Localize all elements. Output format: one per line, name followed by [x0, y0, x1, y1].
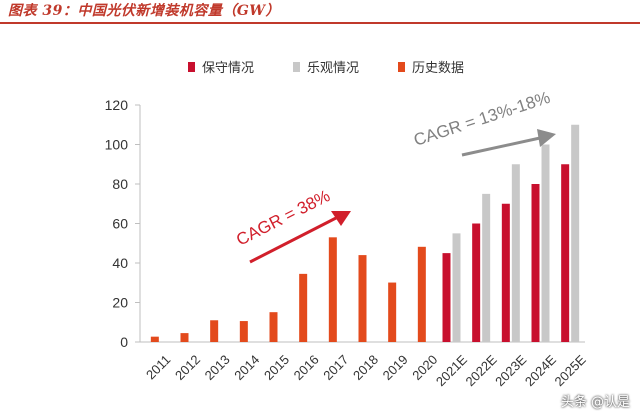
- x-tick-label: 2023E: [492, 352, 529, 389]
- y-tick-label: 120: [105, 97, 129, 113]
- legend-label-history: 历史数据: [412, 61, 464, 76]
- x-axis: 2011201220132014201520162017201820192020…: [140, 341, 589, 389]
- bars: [150, 124, 580, 342]
- x-tick-label: 2021E: [433, 352, 470, 389]
- y-tick-label: 20: [112, 295, 128, 311]
- legend-swatch-optimistic: [293, 62, 300, 72]
- x-tick-label: 2013: [202, 352, 233, 383]
- bar-optimistic-2024E: [541, 144, 550, 342]
- cagr-arrow-gray-head: [537, 129, 556, 147]
- bar-conservative-2021E: [442, 253, 451, 342]
- bar-optimistic-2023E: [511, 164, 520, 342]
- legend-swatch-history: [398, 62, 405, 72]
- y-tick-label: 60: [112, 216, 128, 232]
- cagr-arrow-red-line: [249, 216, 337, 264]
- y-tick-label: 80: [112, 176, 128, 192]
- legend-swatch-conservative: [188, 62, 195, 72]
- bar-conservative-2025E: [561, 164, 570, 342]
- bar-history-2015: [269, 312, 278, 342]
- x-tick-label: 2014: [231, 352, 262, 383]
- bar-optimistic-2025E: [571, 124, 580, 342]
- bar-history-2011: [150, 336, 159, 342]
- figure-title: 图表 39：中国光伏新增装机容量（GW）: [8, 3, 281, 19]
- bar-optimistic-2021E: [452, 233, 461, 342]
- x-tick-label: 2011: [143, 352, 173, 382]
- bar-history-2020: [417, 246, 426, 342]
- x-tick-label: 2019: [380, 352, 411, 383]
- cagr-arrow-gray-line: [461, 136, 541, 157]
- bar-history-2014: [239, 321, 248, 342]
- x-tick-label: 2015: [261, 352, 292, 383]
- y-axis: 0 20 40 60 80 100 120: [105, 97, 141, 350]
- cagr-arrow-red-head: [331, 211, 351, 226]
- bar-conservative-2024E: [531, 184, 540, 342]
- bar-history-2019: [388, 282, 397, 342]
- legend-label-conservative: 保守情况: [202, 61, 254, 76]
- x-tick-label: 2018: [350, 352, 381, 383]
- bar-history-2018: [358, 255, 367, 342]
- bar-conservative-2022E: [472, 223, 481, 342]
- bar-history-2012: [180, 333, 189, 342]
- bar-history-2016: [299, 273, 308, 342]
- y-tick-label: 40: [112, 255, 128, 271]
- title-rule: [0, 22, 640, 24]
- x-tick-label: 2025E: [552, 352, 589, 389]
- x-tick-label: 2016: [291, 352, 322, 383]
- bar-history-2017: [328, 237, 337, 342]
- x-tick-label: 2022E: [463, 352, 500, 389]
- x-tick-label: 2017: [320, 352, 351, 383]
- y-tick-label: 0: [120, 334, 128, 350]
- y-tick-label: 100: [105, 137, 129, 153]
- cagr-label-history: CAGR = 38%: [233, 186, 333, 249]
- legend-label-optimistic: 乐观情况: [307, 61, 359, 76]
- bar-history-2013: [210, 320, 219, 342]
- x-tick-label: 2012: [172, 352, 203, 383]
- watermark: 头条 @认是: [560, 395, 630, 410]
- chart-legend: 保守情况 乐观情况 历史数据: [188, 61, 464, 76]
- bar-optimistic-2022E: [482, 193, 491, 342]
- bar-conservative-2023E: [501, 203, 510, 342]
- x-tick-label: 2024E: [522, 352, 559, 389]
